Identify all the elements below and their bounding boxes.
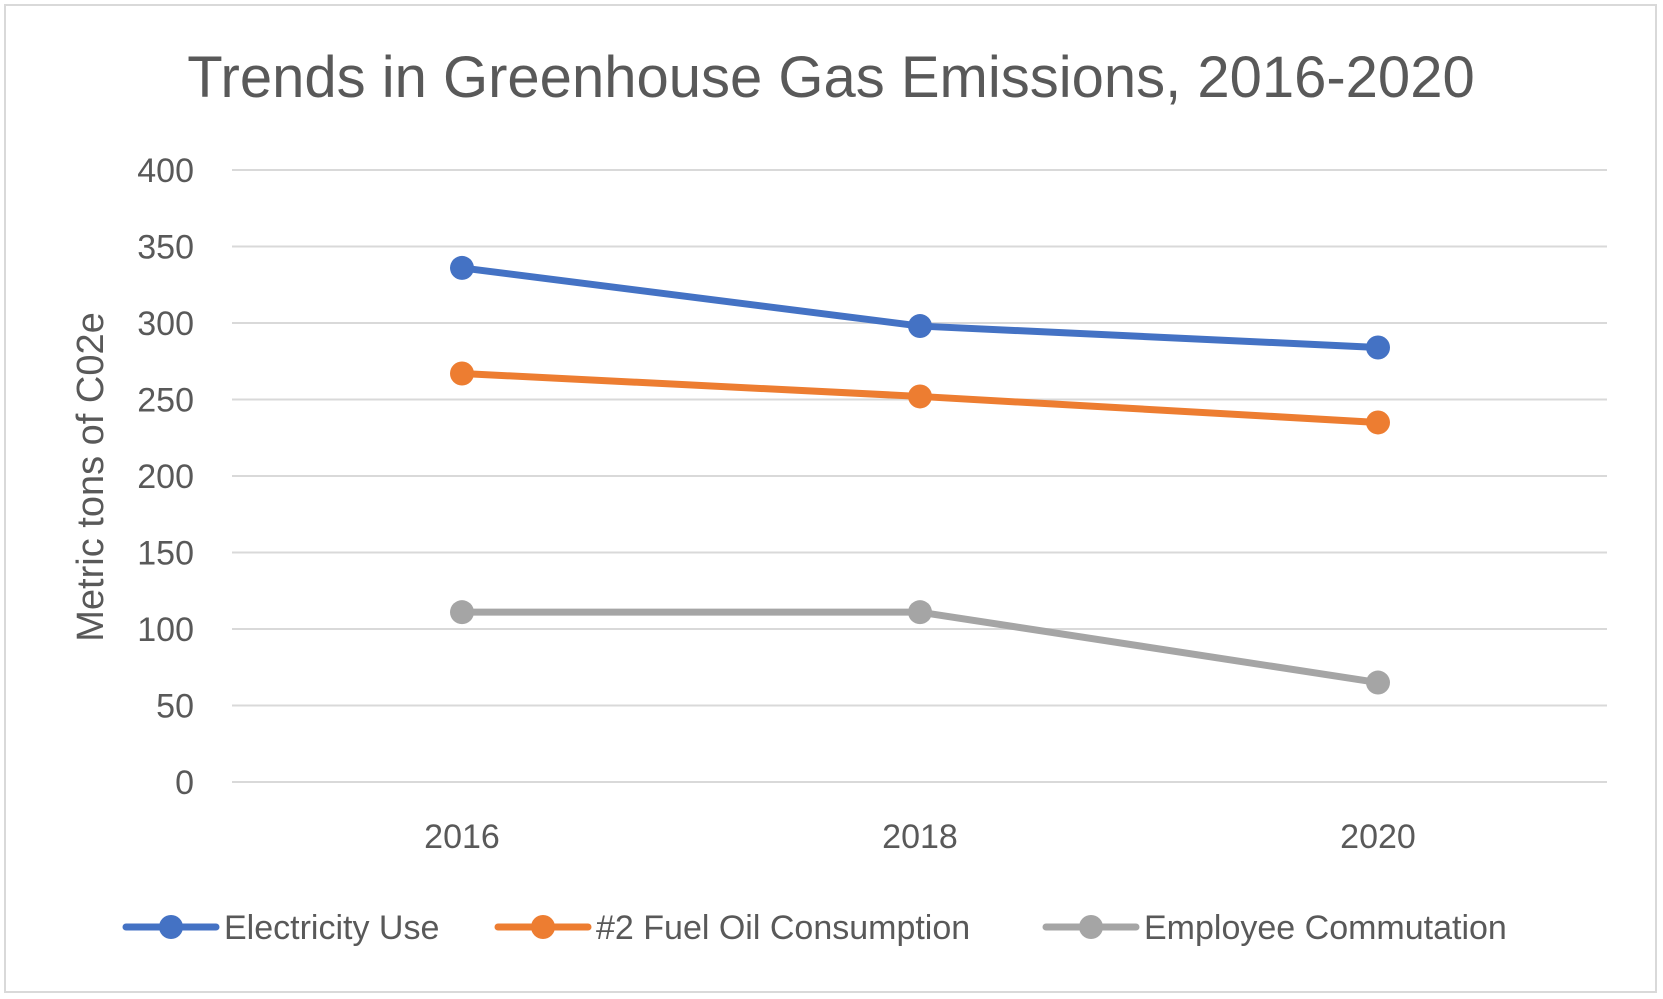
series-2 (450, 600, 1390, 695)
data-point (908, 384, 932, 409)
data-point (1366, 335, 1390, 360)
y-tick-label: 350 (137, 229, 194, 267)
legend-entry: #2 Fuel Oil Consumption (494, 909, 970, 947)
legend-label: Electricity Use (224, 909, 439, 947)
x-axis-ticks: 2016 2018 2020 (424, 818, 1416, 856)
legend-marker (531, 915, 555, 939)
x-tick-label: 2020 (1340, 818, 1416, 856)
y-tick-label: 200 (137, 458, 194, 496)
x-tick-label: 2016 (424, 818, 500, 856)
legend: Electricity Use #2 Fuel Oil Consumption Em… (122, 909, 1507, 947)
chart-area (4, 4, 1657, 993)
y-axis-label: Metric tons of C02e (70, 312, 112, 641)
y-tick-label: 150 (137, 535, 194, 573)
legend-label: #2 Fuel Oil Consumption (596, 909, 970, 947)
y-tick-label: 250 (137, 382, 194, 420)
data-point (1366, 410, 1390, 435)
data-point (1366, 670, 1390, 695)
legend-entry: Employee Commutation (1042, 909, 1507, 947)
legend-label: Employee Commutation (1144, 909, 1507, 947)
data-point (450, 255, 474, 280)
legend-marker (159, 915, 183, 939)
series-1 (450, 361, 1390, 435)
y-tick-label: 0 (175, 764, 194, 802)
y-tick-label: 400 (137, 152, 194, 190)
legend-entry: Electricity Use (122, 909, 439, 947)
data-point (450, 361, 474, 386)
x-tick-label: 2018 (882, 818, 958, 856)
y-axis-ticks: 0 50 100 150 200 250 300 350 400 (137, 152, 194, 802)
series-lines (450, 255, 1390, 695)
y-tick-label: 50 (156, 688, 194, 726)
series-0 (450, 255, 1390, 360)
y-tick-label: 100 (137, 611, 194, 649)
gridlines (232, 169, 1607, 783)
y-tick-label: 300 (137, 305, 194, 343)
data-point (908, 314, 932, 339)
chart-title: Trends in Greenhouse Gas Emissions, 2016… (187, 45, 1474, 110)
data-point (908, 600, 932, 625)
data-point (450, 600, 474, 625)
legend-marker (1079, 915, 1103, 939)
